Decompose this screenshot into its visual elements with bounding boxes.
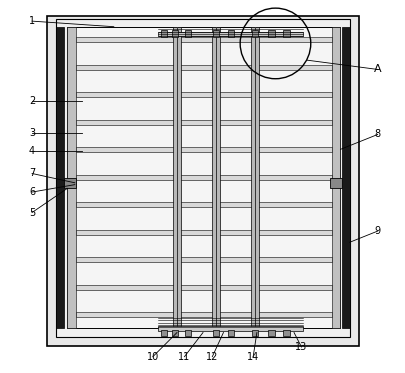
Bar	[75, 147, 332, 152]
Bar	[75, 257, 332, 262]
Text: 9: 9	[374, 226, 380, 236]
Bar	[227, 30, 234, 37]
Bar	[56, 27, 64, 328]
Text: A: A	[373, 65, 381, 75]
Bar	[332, 27, 340, 328]
Bar	[251, 330, 258, 336]
Bar	[173, 27, 181, 328]
Text: 7: 7	[29, 169, 35, 179]
Bar	[67, 27, 75, 328]
Bar	[212, 330, 219, 336]
Text: 13: 13	[294, 342, 307, 352]
Bar	[250, 27, 258, 328]
Text: 11: 11	[178, 352, 190, 362]
Bar	[160, 30, 167, 37]
Text: 1: 1	[29, 16, 35, 26]
Text: 10: 10	[146, 352, 159, 362]
Bar	[75, 120, 332, 125]
Bar	[211, 27, 220, 328]
Bar	[75, 175, 332, 180]
Text: 12: 12	[206, 352, 218, 362]
Bar	[268, 330, 275, 336]
Bar	[67, 27, 340, 328]
Bar	[75, 92, 332, 97]
Text: 6: 6	[29, 187, 35, 197]
Bar	[160, 330, 167, 336]
Bar	[212, 30, 219, 37]
Bar	[283, 330, 289, 336]
Bar	[75, 37, 332, 42]
Text: 8: 8	[374, 129, 380, 140]
Text: 4: 4	[29, 146, 35, 156]
Bar	[330, 178, 341, 188]
Bar	[75, 312, 332, 317]
Bar	[64, 178, 75, 188]
Bar	[341, 27, 349, 328]
Text: 14: 14	[246, 352, 259, 362]
Bar	[184, 30, 191, 37]
Bar	[268, 30, 275, 37]
Bar	[56, 19, 349, 337]
Bar	[171, 30, 178, 37]
Text: 3: 3	[29, 128, 35, 138]
Bar	[75, 285, 332, 289]
Bar	[184, 330, 191, 336]
Bar	[158, 326, 303, 331]
Bar	[283, 30, 289, 37]
Bar	[171, 330, 178, 336]
Bar	[75, 65, 332, 70]
Bar	[227, 330, 234, 336]
Bar	[75, 230, 332, 235]
Bar	[158, 32, 303, 36]
Bar	[75, 202, 332, 207]
Bar	[251, 30, 258, 37]
Text: 5: 5	[29, 207, 35, 217]
Bar	[47, 16, 358, 346]
Text: 2: 2	[29, 96, 35, 106]
